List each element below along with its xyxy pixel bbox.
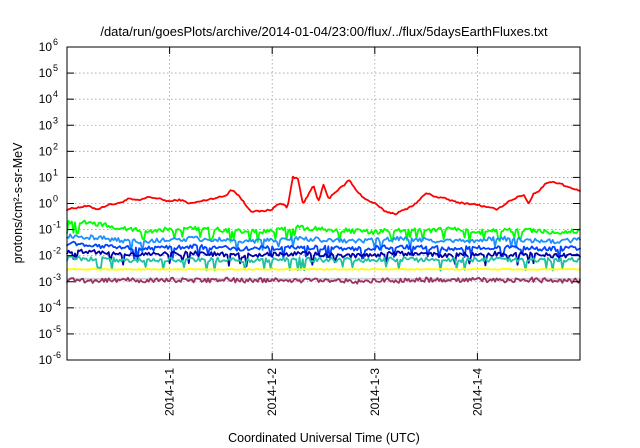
y-tick-label: 106 [39,37,58,54]
y-tick-label: 102 [39,141,58,158]
y-tick-label: 103 [39,115,58,132]
y-tick-exponent: -5 [53,324,61,334]
y-tick-exponent: 2 [53,141,58,151]
y-tick-label: 10-1 [39,220,61,237]
series-group [66,175,581,285]
x-ticks: 2014-1-1 2014-1-2 2014-1-3 2014-1-4 [163,47,484,416]
x-tick-label: 2014-1-2 [265,368,279,416]
y-tick-label: 10-2 [39,246,61,263]
y-tick-exponent: 4 [53,89,58,99]
y-tick-exponent: 6 [53,37,58,47]
flux-series-line [66,240,581,261]
y-axis-title: protons/cm²-s-sr-MeV [11,142,25,264]
y-ticks: 10-610-510-410-310-210-11001011021031041… [39,37,580,367]
y-tick-label: 10-3 [39,272,61,289]
flux-series-line [66,267,581,271]
y-tick-exponent: -3 [53,272,61,282]
y-tick-exponent: 0 [53,194,58,204]
x-tick-label: 2014-1-4 [470,368,484,416]
x-axis-title: Coordinated Universal Time (UTC) [228,431,420,445]
y-tick-exponent: -6 [53,350,61,360]
y-tick-label: 104 [39,89,58,106]
y-tick-exponent: -2 [53,246,61,256]
grid [67,47,580,360]
flux-series-line [66,175,581,216]
y-tick-exponent: -1 [53,220,61,230]
chart-title: /data/run/goesPlots/archive/2014-01-04/2… [100,24,548,39]
y-tick-exponent: -4 [53,298,61,308]
y-tick-exponent: 5 [53,63,58,73]
flux-series-line [66,219,581,243]
x-tick-label: 2014-1-3 [368,368,382,416]
y-tick-label: 10-4 [39,298,61,315]
x-tick-label: 2014-1-1 [163,368,177,416]
flux-series-line [66,248,581,268]
y-tick-label: 100 [39,194,58,211]
y-tick-label: 10-5 [39,324,61,341]
flux-series-line [66,255,581,272]
y-tick-label: 105 [39,63,58,80]
y-tick-label: 10-6 [39,350,61,367]
flux-series-line [66,233,581,254]
y-tick-exponent: 1 [53,167,58,177]
y-tick-label: 101 [39,167,58,184]
flux-series-line [66,276,581,285]
y-tick-exponent: 3 [53,115,58,125]
